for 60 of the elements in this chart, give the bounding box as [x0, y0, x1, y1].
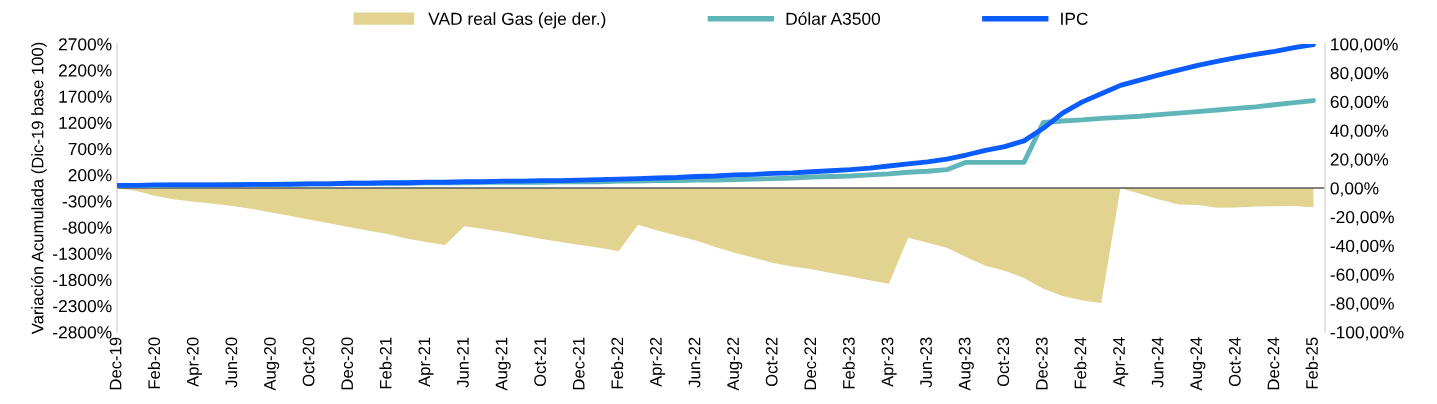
x-tick-label: Jun-23 — [920, 337, 932, 388]
y2-tick-label: 40,00% — [1330, 124, 1389, 139]
x-tick-label: Dec-19 — [109, 337, 122, 390]
x-tick-label: Aug-21 — [495, 337, 511, 391]
y-axis-title: Variación Acumulada (Dic-19 base 100) — [31, 42, 47, 335]
x-tick-label: Feb-25 — [1305, 337, 1318, 389]
x-tick-label: Oct-22 — [765, 337, 778, 387]
x-tick-label: Apr-22 — [649, 337, 666, 387]
y2-tick-label: 80,00% — [1330, 66, 1389, 82]
legend-label: VAD real Gas (eje der.) — [428, 12, 606, 29]
x-tick-label: Feb-23 — [842, 337, 855, 389]
x-tick-label: Jun-22 — [688, 337, 701, 388]
x-tick-label: Feb-20 — [147, 337, 161, 389]
y-tick-label: -300% — [62, 195, 112, 208]
x-tick-label: Oct-23 — [997, 337, 1010, 387]
y-tick-label: 200% — [68, 169, 112, 182]
y2-tick-label: -20,00% — [1330, 210, 1394, 226]
x-tick-label: Aug-24 — [1190, 337, 1206, 391]
y-tick-label: 1200% — [59, 116, 112, 130]
x-tick-label: Dec-22 — [804, 337, 817, 390]
x-tick-label: Dec-20 — [341, 337, 354, 390]
y2-tick-label: -80,00% — [1330, 297, 1394, 312]
y2-tick-label: 0,00% — [1330, 182, 1379, 197]
x-tick-label: Apr-24 — [1113, 337, 1129, 387]
x-tick-label: Jun-24 — [1151, 337, 1164, 388]
y2-tick-label: -100,00% — [1330, 326, 1404, 341]
y2-tick-label: -60,00% — [1330, 268, 1394, 283]
y-tick-label: -1800% — [53, 273, 112, 287]
y-tick-label: 1700% — [59, 90, 112, 103]
x-tick-label: Oct-24 — [1228, 337, 1241, 387]
y2-tick-label: 60,00% — [1330, 95, 1389, 111]
y-tick-label: -2300% — [53, 299, 112, 313]
x-tick-label: Aug-20 — [264, 337, 280, 391]
y-tick-label: -800% — [62, 221, 112, 234]
x-tick-label: Apr-21 — [418, 337, 434, 387]
x-tick-label: Dec-21 — [572, 337, 585, 390]
y2-tick-label: 20,00% — [1330, 153, 1389, 168]
y2-tick-label: 100,00% — [1331, 38, 1398, 53]
x-tick-label: Aug-22 — [727, 337, 743, 391]
x-tick-label: Aug-23 — [958, 337, 974, 391]
x-tick-label: Feb-22 — [610, 337, 624, 389]
legend-label: IPC — [1061, 12, 1088, 25]
x-tick-label: Dec-24 — [1267, 337, 1280, 390]
x-tick-label: Oct-21 — [534, 337, 547, 387]
x-tick-label: Feb-24 — [1074, 337, 1087, 389]
x-tick-label: Apr-23 — [881, 337, 897, 387]
x-tick-label: Dec-23 — [1035, 337, 1048, 390]
y-tick-label: 2700% — [58, 38, 112, 51]
y-tick-label: -2800% — [53, 326, 112, 339]
x-tick-label: Oct-20 — [302, 337, 315, 387]
y-tick-label: 2200% — [58, 64, 112, 77]
y-tick-label: -1300% — [53, 247, 112, 260]
line-series — [117, 44, 1316, 188]
x-tick-label: Jun-20 — [225, 337, 238, 388]
legend-label: Dólar A3500 — [786, 11, 881, 25]
x-tick-label: Jun-21 — [457, 337, 469, 388]
y-tick-label: 700% — [68, 142, 112, 156]
x-tick-label: Apr-20 — [186, 337, 202, 387]
y2-tick-label: -40,00% — [1330, 239, 1394, 255]
x-tick-label: Feb-21 — [379, 337, 392, 389]
